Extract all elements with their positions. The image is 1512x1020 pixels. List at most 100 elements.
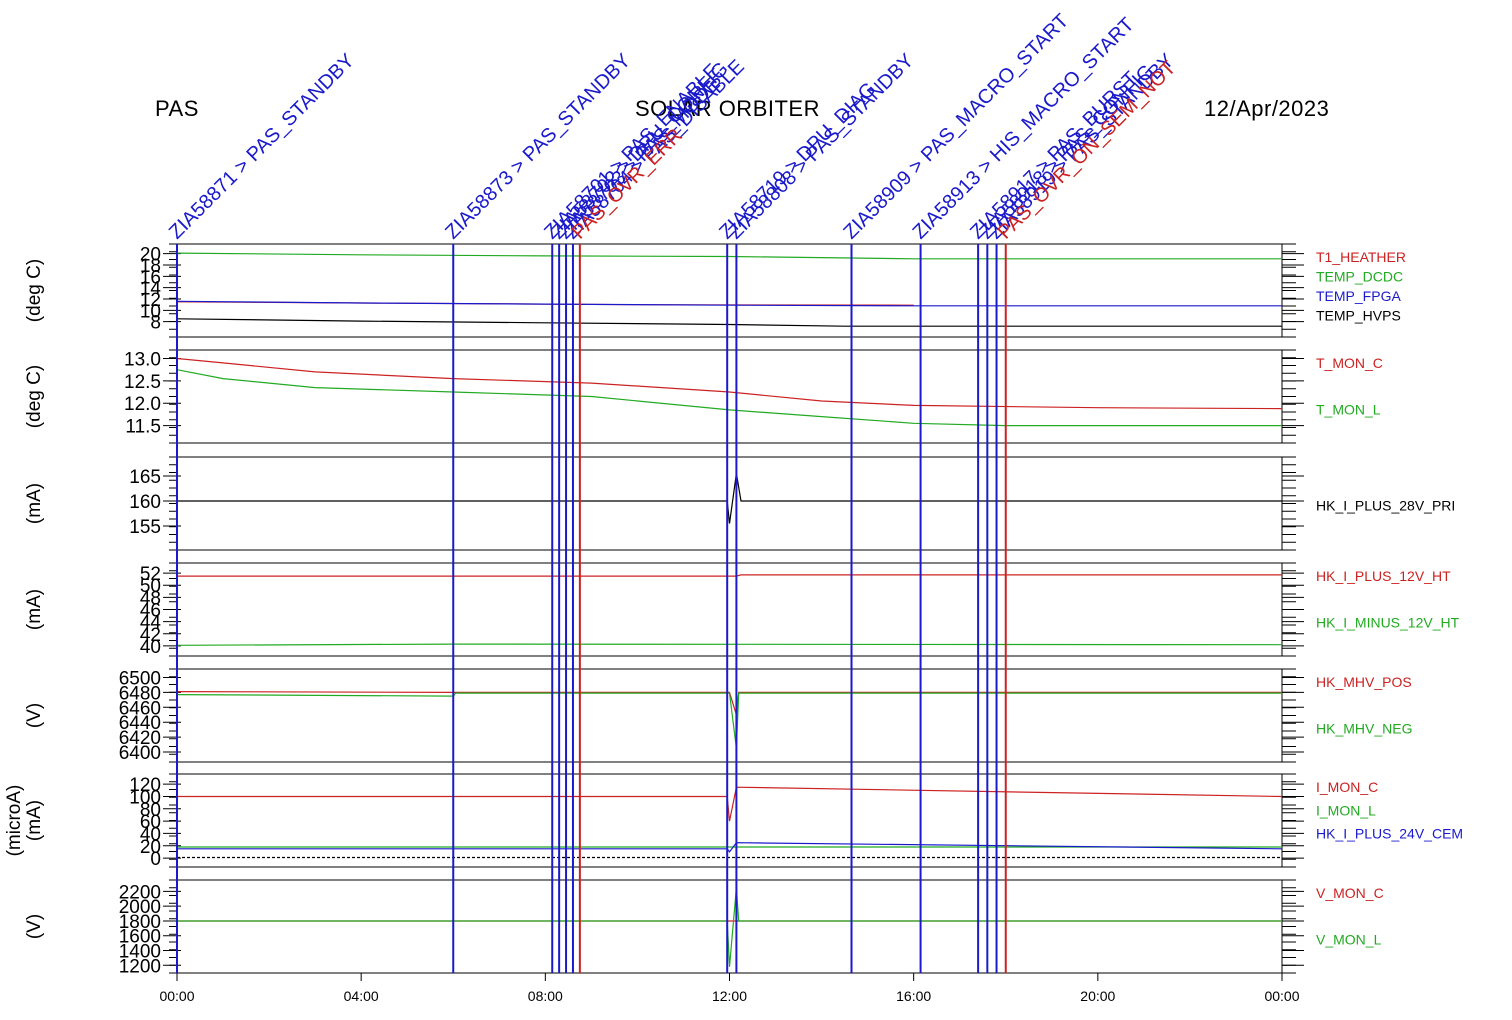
series-line bbox=[177, 786, 1283, 822]
event-label: ZIA58808 > PAS_STANDBY bbox=[724, 50, 918, 244]
y-axis-label: (mA) bbox=[24, 483, 45, 524]
y-tick-label: 60 bbox=[140, 812, 161, 833]
y-tick-label: 18 bbox=[140, 256, 161, 277]
y-tick-label: 13.0 bbox=[124, 349, 161, 370]
series-line bbox=[177, 574, 1282, 577]
y-tick-label: 120 bbox=[129, 775, 161, 796]
y-tick-label: 8 bbox=[150, 313, 161, 334]
x-tick-label: 00:00 bbox=[1264, 988, 1299, 1004]
y-axis-label: (V) bbox=[24, 703, 45, 728]
legend-label: HK_MHV_NEG bbox=[1316, 721, 1412, 737]
y-tick-label: 44 bbox=[140, 613, 162, 634]
mission-title: SOLAR ORBITER bbox=[635, 96, 820, 121]
y-tick-label: 50 bbox=[140, 576, 161, 597]
series-line bbox=[176, 318, 1282, 327]
y-tick-label: 6480 bbox=[119, 683, 161, 704]
y-tick-label: 12.5 bbox=[124, 372, 161, 393]
x-tick-label: 04:00 bbox=[344, 988, 379, 1004]
series-line bbox=[177, 473, 1282, 524]
x-tick-label: 12:00 bbox=[712, 988, 747, 1004]
y-axis-label-secondary: (microA) bbox=[4, 785, 25, 857]
legend-label: HK_I_PLUS_12V_HT bbox=[1316, 568, 1451, 584]
event-label: PAS_OVR_ON_SEM_NOT bbox=[994, 57, 1181, 244]
legend-label: V_MON_L bbox=[1316, 932, 1382, 948]
y-tick-label: 1600 bbox=[119, 927, 161, 948]
x-tick-label: 08:00 bbox=[528, 988, 563, 1004]
legend-label: TEMP_FPGA bbox=[1316, 288, 1401, 304]
y-tick-label: 6420 bbox=[119, 728, 161, 749]
y-axis-label: (mA) bbox=[24, 800, 45, 841]
y-tick-label: 1800 bbox=[119, 912, 161, 933]
event-label: ZIA58871 > PAS_STANDBY bbox=[165, 50, 359, 244]
y-tick-label: 155 bbox=[129, 517, 161, 538]
y-tick-label: 100 bbox=[129, 787, 161, 808]
series-line bbox=[176, 690, 1282, 715]
legend-label: I_MON_C bbox=[1316, 779, 1378, 795]
y-tick-label: 40 bbox=[140, 637, 161, 658]
legend-label: HK_MHV_POS bbox=[1316, 674, 1412, 690]
series-line bbox=[176, 300, 1282, 307]
y-tick-label: 46 bbox=[140, 601, 161, 622]
series-line bbox=[176, 252, 1282, 260]
legend-label: HK_I_PLUS_24V_CEM bbox=[1316, 826, 1463, 842]
panel-3: 155 160 165 (mA) HK_I_PLUS_28V_PRI bbox=[24, 456, 1455, 551]
panel-frame bbox=[176, 668, 1283, 763]
y-tick-label: 40 bbox=[140, 824, 161, 845]
panel-frame bbox=[176, 243, 1283, 338]
x-axis: 00:00 04:00 08:00 12:00 16:00 20:00 00:00 bbox=[159, 973, 1300, 1004]
legend-label: T1_HEATHER bbox=[1316, 249, 1406, 265]
y-tick-label: 10 bbox=[140, 301, 161, 322]
x-tick-label: 16:00 bbox=[896, 988, 931, 1004]
y-tick-label: 2000 bbox=[119, 897, 161, 918]
y-tick-label: 20 bbox=[140, 245, 161, 266]
x-tick-label: 20:00 bbox=[1080, 988, 1115, 1004]
y-tick-label: 52 bbox=[140, 564, 161, 585]
y-tick-label: 20 bbox=[140, 837, 161, 858]
y-tick-label: 14 bbox=[140, 279, 162, 300]
panel-2: 11.512.012.513.0 (deg C) T_MON_C T_MON_L bbox=[24, 349, 1383, 444]
series-line bbox=[176, 643, 1283, 646]
y-tick-label: 42 bbox=[140, 625, 161, 646]
y-tick-label: 165 bbox=[129, 467, 161, 488]
legend-label: TEMP_DCDC bbox=[1316, 269, 1403, 285]
legend-label: HK_I_MINUS_12V_HT bbox=[1316, 615, 1460, 631]
events-layer: ZIA58871 > PAS_STANDBY ZIA58873 > PAS_STA… bbox=[165, 10, 1180, 973]
series-line bbox=[176, 357, 1283, 410]
panel-frame bbox=[176, 562, 1283, 657]
y-axis-label: (deg C) bbox=[24, 259, 45, 322]
series-line bbox=[176, 692, 1282, 749]
y-tick-label: 48 bbox=[140, 588, 161, 609]
y-tick-label: 2200 bbox=[119, 882, 161, 903]
y-tick-label: 1200 bbox=[119, 956, 161, 977]
y-tick-label: 160 bbox=[129, 492, 161, 513]
y-axis-label: (mA) bbox=[24, 589, 45, 630]
legend-label: HK_I_PLUS_28V_PRI bbox=[1316, 498, 1455, 514]
y-tick-label: 12 bbox=[140, 290, 161, 311]
panel-frame bbox=[176, 456, 1283, 551]
x-tick-label: 00:00 bbox=[159, 988, 194, 1004]
legend-label: T_MON_C bbox=[1316, 355, 1383, 371]
date-label: 12/Apr/2023 bbox=[1204, 96, 1330, 121]
series-line bbox=[177, 842, 1283, 853]
series-line bbox=[176, 369, 1282, 427]
y-tick-label: 6460 bbox=[119, 698, 161, 719]
y-tick-label: 11.5 bbox=[125, 417, 161, 438]
legend-label: T_MON_L bbox=[1316, 402, 1381, 418]
panel-frame bbox=[176, 349, 1283, 444]
y-tick-label: 6400 bbox=[119, 743, 161, 764]
y-tick-label: 12.0 bbox=[124, 394, 161, 415]
series-line bbox=[177, 887, 1282, 967]
y-axis-label: (deg C) bbox=[24, 365, 45, 428]
y-tick-label: 6440 bbox=[119, 713, 161, 734]
y-axis-label: (V) bbox=[24, 914, 45, 939]
y-tick-label: 1400 bbox=[119, 942, 161, 963]
legend-label: I_MON_L bbox=[1316, 802, 1376, 818]
legend-label: TEMP_HVPS bbox=[1316, 308, 1401, 324]
